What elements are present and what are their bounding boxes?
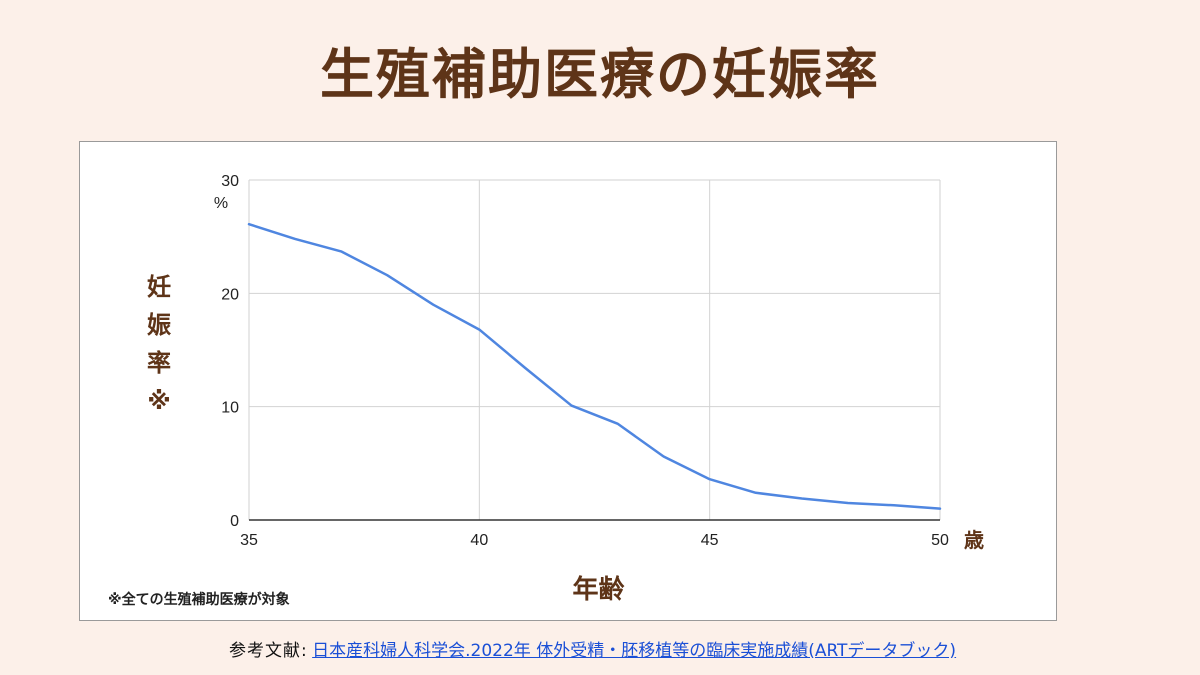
series-line [247, 222, 942, 510]
x-axis-title: 年齢 [572, 574, 625, 605]
citation: 参考文献: 日本産科婦人科学会.2022年 体外受精・胚移植等の臨床実施成績(A… [229, 636, 956, 661]
y-tick-label: 0 [230, 513, 239, 530]
page-title: 生殖補助医療の妊娠率 [320, 43, 880, 106]
x-tick-label: 35 [240, 532, 258, 549]
y-tick-label: 20 [221, 286, 239, 303]
citation-link[interactable]: 日本産科婦人科学会.2022年 体外受精・胚移植等の臨床実施成績(ARTデータブ… [312, 641, 957, 661]
y-axis-title-char: ※ [147, 387, 170, 415]
citation-separator: : [301, 641, 307, 661]
x-unit-label: 歳 [964, 528, 984, 552]
y-tick-label: 30 [221, 173, 239, 190]
chart-footnote: ※全ての生殖補助医療が対象 [108, 592, 290, 608]
chart-panel: 0 10 20 30% 35 40 45 50 歳年齢 妊娠率 ※ [79, 141, 1057, 621]
pregnancy-rate-line-chart: 0 10 20 30% 35 40 45 50 歳年齢 妊娠率 ※ [147, 173, 984, 605]
y-tick-label: 10 [221, 400, 239, 417]
x-tick-label: 50 [931, 532, 949, 549]
y-unit-label: % [214, 195, 228, 212]
y-axis-title-char: 娠 [147, 311, 171, 339]
y-axis-title-char: 妊 [147, 273, 171, 301]
citation-label: 参考文献 [229, 641, 301, 661]
x-tick-label: 45 [701, 532, 719, 549]
y-axis-title-char: 率 [147, 349, 171, 377]
x-tick-label: 40 [470, 532, 488, 549]
